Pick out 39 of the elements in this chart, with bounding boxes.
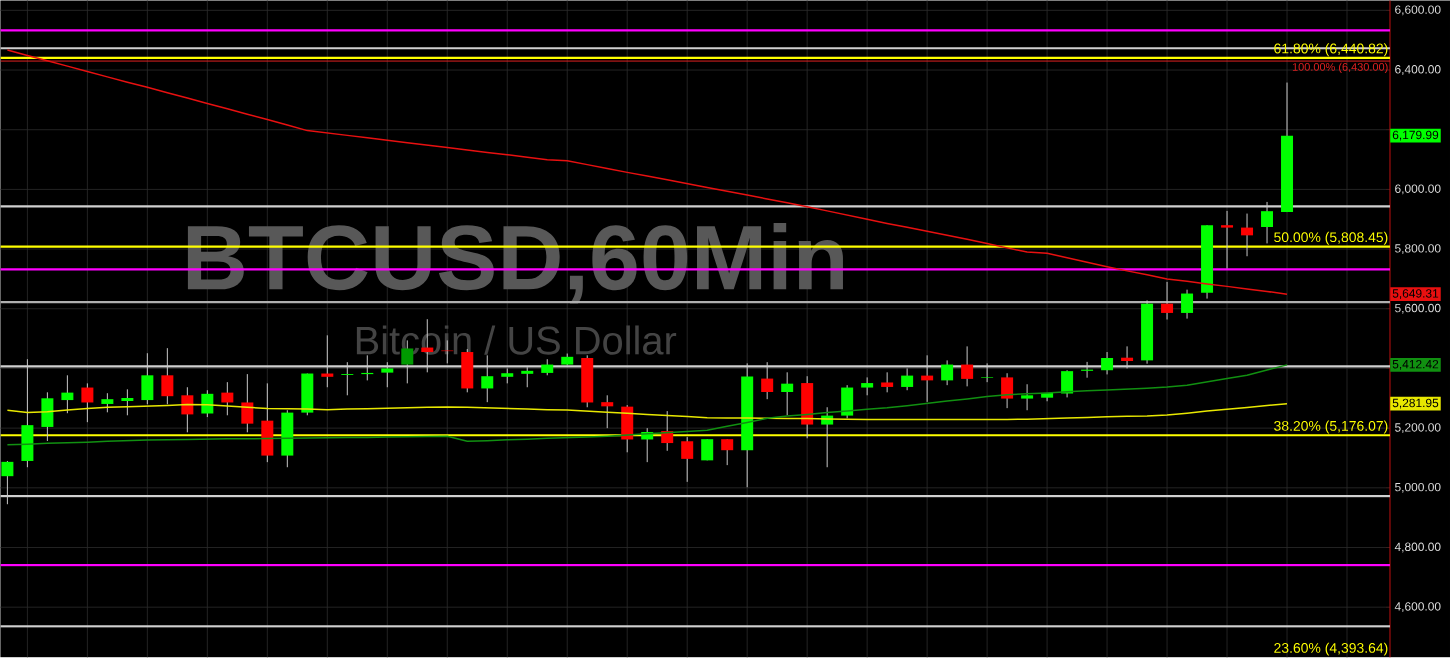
candlestick	[601, 394, 614, 429]
candlestick	[661, 410, 674, 452]
text: 6,179.99	[1392, 130, 1439, 141]
y-tick-label: 6,400.00	[1395, 65, 1441, 75]
ref-line-label: 38.20% (5,176.07)	[1274, 420, 1388, 434]
candlestick	[1221, 210, 1234, 269]
candlestick	[1021, 383, 1034, 411]
candlestick	[241, 373, 254, 433]
candlestick	[221, 381, 234, 416]
candlestick	[721, 438, 734, 466]
candlestick	[681, 436, 694, 483]
y-tick-label: 6,000.00	[1395, 184, 1441, 195]
candlestick	[61, 374, 74, 414]
annotation: 23.60% (4,393.64)	[1274, 642, 1388, 656]
y-tick-label: 5,200.00	[1395, 423, 1441, 433]
candlestick	[1161, 281, 1174, 320]
text: 5,649.31	[1392, 289, 1439, 299]
candlestick	[181, 386, 194, 433]
candlestick	[781, 371, 794, 416]
candlestick	[861, 376, 874, 396]
candlestick	[1181, 289, 1194, 320]
ref-line-label: 100.00% (6,430.00)	[1292, 62, 1388, 73]
text: 5,412.42	[1392, 359, 1439, 370]
candlestick	[101, 392, 114, 413]
y-tick-label: 4,800.00	[1394, 542, 1441, 553]
candlestick	[1001, 372, 1014, 409]
candlestick	[881, 371, 894, 393]
text: 5,281.95	[1392, 398, 1439, 409]
candlestick	[121, 388, 134, 416]
y-tick-label: 5,800.00	[1395, 244, 1441, 254]
y-tick-label: 6,600.00	[1395, 5, 1441, 16]
y-tick-label: 5,600.00	[1395, 303, 1441, 314]
candlestick	[81, 382, 94, 423]
candlestick	[1061, 369, 1074, 398]
candlestick	[1241, 212, 1254, 257]
ref-line-label: 50.00% (5,808.45)	[1274, 231, 1388, 245]
y-tick-label: 4,600.00	[1394, 602, 1441, 613]
candlestick	[201, 389, 214, 418]
y-tick-label: 5,000.00	[1395, 482, 1441, 493]
